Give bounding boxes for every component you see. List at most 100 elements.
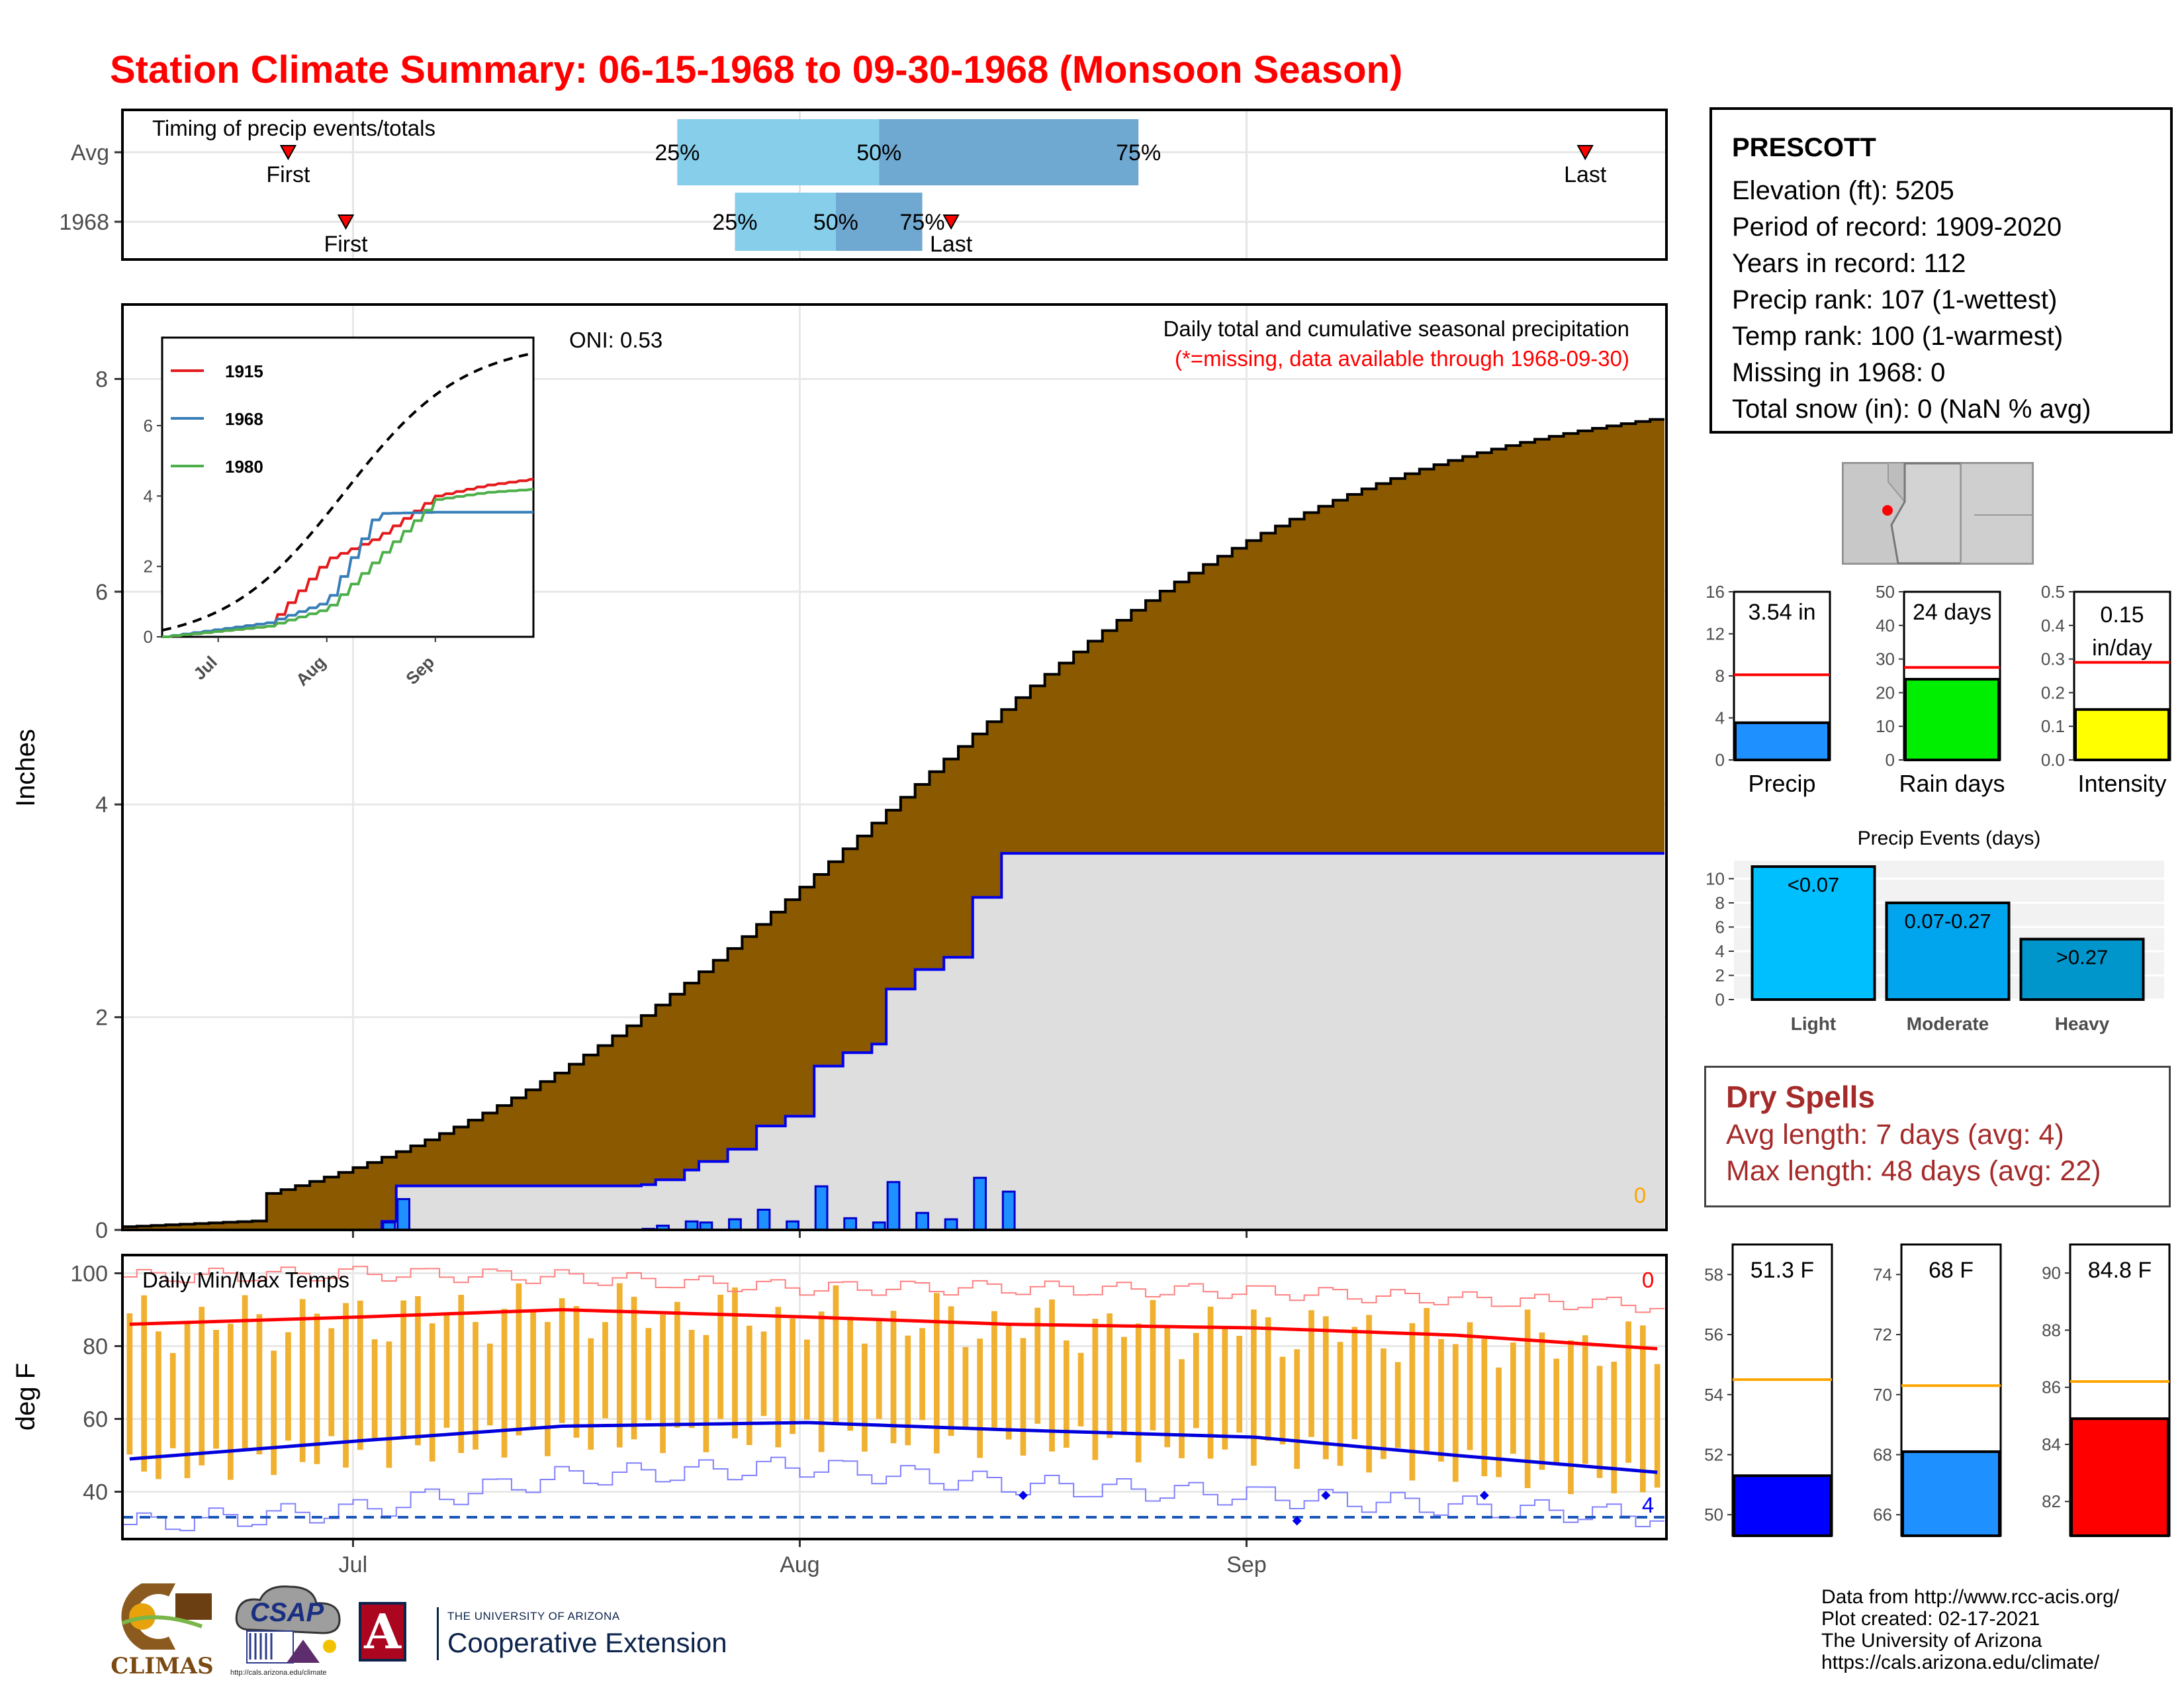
dry-spells-max: Max length: 48 days (avg: 22) [1726, 1155, 2101, 1187]
station-missing: Missing in 1968: 0 [1732, 358, 1946, 387]
station-years: Years in record: 112 [1732, 249, 1966, 278]
temp-ytick-label-1: 60 [83, 1407, 108, 1432]
daily-temp-bar-93 [1467, 1322, 1473, 1450]
cold-day-marker-3 [1479, 1491, 1489, 1500]
station-temp-rank: Temp rank: 100 (1-warmest) [1732, 322, 2064, 351]
temp-frame [121, 1254, 1668, 1540]
daily-temp-bar-57 [948, 1306, 954, 1436]
missing-count: 0 [1634, 1183, 1646, 1207]
daily-precip-bar-13 [915, 1211, 929, 1231]
daily-temp-bar-97 [1524, 1309, 1531, 1488]
ua-extension-logo: A THE UNIVERSITY OF ARIZONA Cooperative … [359, 1602, 743, 1668]
timing-ylabel-1: 1968 [59, 210, 109, 235]
daily-temp-bar-6 [213, 1329, 219, 1449]
daily-temp-bar-10 [271, 1350, 277, 1476]
precip-chart: 0 2 4 6 8 Inches ONI: 0.53 Daily total and cumu… [11, 303, 1668, 1243]
temp-summary-ytick-label-0-2: 54 [1704, 1385, 1723, 1405]
events-bar-1 [1885, 901, 2011, 1001]
summary-ytick-label-1-5: 50 [1876, 582, 1895, 602]
avg-cumulative-line [122, 418, 1664, 1229]
daily-temp-bar-48 [818, 1311, 825, 1452]
station-snow: Total snow (in): 0 (NaN % avg) [1732, 395, 2091, 424]
daily-temp-bar-2 [156, 1331, 161, 1479]
daily-temp-bar-45 [775, 1307, 782, 1448]
timing-frame [121, 109, 1668, 261]
daily-temp-bar-4 [184, 1321, 191, 1478]
timing-ylabel-0: Avg [71, 140, 109, 165]
footer-data-source: Data from http://www.rcc-acis.org/ [1821, 1586, 2120, 1608]
daily-temp-bar-21 [429, 1323, 435, 1462]
summary-ytick-label-1-1: 10 [1876, 716, 1895, 736]
inset-xtick-label-1: Aug [292, 652, 330, 690]
precip-events-chart: Precip Events (days) 0 2 4 6 8 10 <0.07 Light 0.0… [1706, 827, 2164, 1034]
daily-temp-bar-95 [1496, 1367, 1502, 1477]
inset-ytick-label-0: 0 [144, 627, 153, 647]
dry-spells-avg: Avg length: 7 days (avg: 4) [1726, 1119, 2064, 1150]
inset-chart: 1915 1968 1980 0 2 4 6 Jul Aug Sep [144, 336, 535, 690]
timing-p75-label-1: 75% [900, 210, 945, 235]
daily-temp-bar-91 [1438, 1338, 1444, 1462]
daily-temp-bar-0 [126, 1313, 133, 1455]
main-ytick-label-2: 4 [95, 792, 108, 818]
inset-ytick-label-3: 6 [144, 416, 153, 436]
daily-temp-bar-82 [1308, 1310, 1314, 1437]
footer-credits: Data from http://www.rcc-acis.org/ Plot … [1821, 1586, 2119, 1673]
station-info-lines: Elevation (ft): 5205 Period of record: 1… [1732, 173, 2150, 428]
daily-temp-bar-98 [1539, 1332, 1545, 1470]
ua-block-a-icon: A [359, 1602, 406, 1662]
daily-temp-bar-46 [790, 1318, 796, 1434]
inset-ytick-label-1: 2 [144, 557, 153, 577]
main-ytick-label-3: 6 [95, 580, 108, 605]
events-ytick-label-4: 8 [1715, 893, 1725, 913]
summary-value-2-a: 0.15 [2100, 602, 2144, 628]
daily-temp-bar-69 [1121, 1336, 1127, 1435]
station-period: Period of record: 1909-2020 [1732, 212, 2062, 242]
daily-precip-bar-10 [843, 1217, 858, 1231]
timing-first-marker-1 [337, 214, 355, 230]
inset-ytick-label-2: 4 [144, 486, 153, 506]
daily-temp-bar-66 [1077, 1352, 1084, 1427]
daily-temp-bar-88 [1394, 1362, 1401, 1448]
cold-day-marker-1 [1292, 1516, 1302, 1526]
daily-temp-bar-104 [1625, 1321, 1631, 1463]
summary-value-0: 3.54 in [1748, 600, 1815, 625]
temp-summary-label-0: T-min [1752, 1547, 1812, 1549]
daily-temp-bar-31 [573, 1306, 580, 1438]
inset-legend-label-1: 1968 [225, 409, 263, 429]
daily-precip-bar-1 [396, 1197, 411, 1231]
timing-p75-label-0: 75% [1116, 140, 1161, 165]
temp-summary-bar-2 [2070, 1417, 2169, 1538]
station-elevation: Elevation (ft): 5205 [1732, 176, 1954, 205]
daily-temp-bar-103 [1611, 1362, 1617, 1494]
daily-temp-bar-49 [833, 1285, 839, 1425]
ua-logo-divider [437, 1607, 439, 1660]
cold-days-count: 4 [1642, 1493, 1654, 1517]
daily-temp-bar-42 [732, 1287, 738, 1438]
daily-temp-bar-50 [847, 1316, 854, 1431]
daily-precip-bar-7 [756, 1208, 771, 1231]
daily-temp-bar-58 [962, 1346, 969, 1428]
footer-plot-created: Plot created: 02-17-2021 [1821, 1608, 2040, 1630]
temp-xtick-label-2: Sep [1226, 1552, 1267, 1577]
daily-temp-bar-68 [1107, 1313, 1113, 1438]
main-ytick-label-1: 2 [95, 1006, 108, 1031]
daily-temp-bar-83 [1322, 1316, 1329, 1460]
dry-spells-box: Dry Spells Avg length: 7 days (avg: 4) M… [1704, 1066, 2171, 1207]
inset-legend-label-0: 1915 [225, 361, 263, 381]
station-precip-rank: Precip rank: 107 (1-wettest) [1732, 285, 2058, 314]
dry-spells-title: Dry Spells [1726, 1080, 1875, 1114]
daily-temp-bar-96 [1510, 1342, 1516, 1454]
temp-summary-bar-1 [1901, 1450, 2001, 1537]
daily-temp-bar-22 [443, 1313, 450, 1428]
daily-temp-bar-53 [890, 1311, 897, 1444]
daily-temp-bar-86 [1366, 1315, 1372, 1473]
daily-temp-bar-75 [1207, 1306, 1214, 1459]
timing-last-label-0: Last [1564, 162, 1607, 187]
summary-label-1: Rain days [1899, 770, 2005, 797]
daily-temp-bar-90 [1424, 1308, 1430, 1453]
daily-temp-bar-34 [616, 1283, 623, 1448]
summary-bar-0 [1734, 721, 1830, 762]
daily-temp-bar-3 [169, 1352, 176, 1448]
page-title: Station Climate Summary: 06-15-1968 to 0… [110, 48, 1403, 91]
